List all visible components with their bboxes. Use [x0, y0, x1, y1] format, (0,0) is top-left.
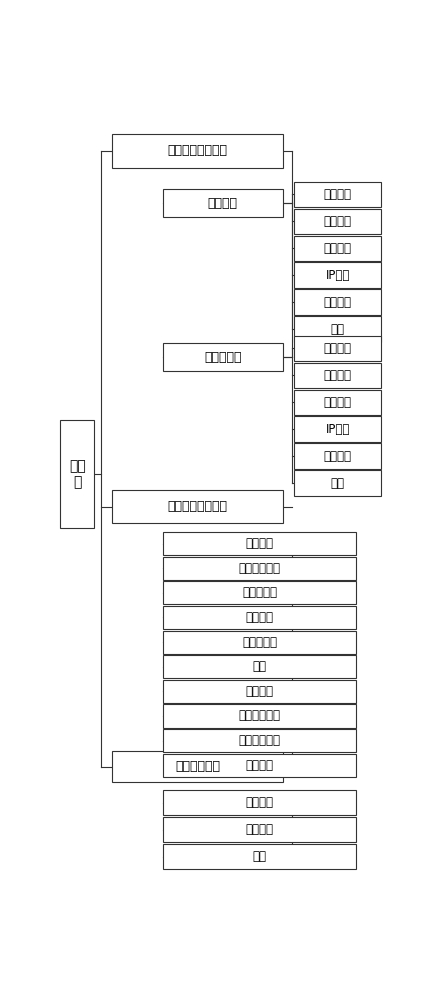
- Text: 数据终端组网参数: 数据终端组网参数: [168, 144, 227, 157]
- Text: 单位: 单位: [252, 660, 266, 673]
- Bar: [163, 729, 356, 752]
- Text: 现场设备号: 现场设备号: [242, 586, 277, 599]
- Text: 其它: 其它: [331, 323, 345, 336]
- Text: 数据终端采集节点: 数据终端采集节点: [168, 500, 227, 513]
- Text: IP地址: IP地址: [326, 423, 350, 436]
- Bar: [294, 262, 381, 288]
- Bar: [163, 754, 356, 777]
- Text: 节点编号: 节点编号: [246, 537, 274, 550]
- Bar: [294, 443, 381, 469]
- Bar: [163, 343, 283, 371]
- Text: 实时数据序列: 实时数据序列: [175, 760, 220, 773]
- Bar: [294, 182, 381, 207]
- Text: 终端类型: 终端类型: [324, 242, 352, 255]
- Bar: [163, 817, 356, 842]
- Text: 监控位置: 监控位置: [246, 611, 274, 624]
- Text: 物理量描述: 物理量描述: [242, 636, 277, 649]
- Text: 网管协议: 网管协议: [324, 296, 352, 309]
- Bar: [294, 289, 381, 315]
- Bar: [163, 606, 356, 629]
- Bar: [112, 751, 283, 782]
- Bar: [163, 189, 283, 217]
- Bar: [112, 490, 283, 523]
- Text: 所属终端编号: 所属终端编号: [239, 562, 281, 575]
- Text: 数据
页: 数据 页: [69, 459, 86, 489]
- Bar: [163, 680, 356, 703]
- Text: 网管协议: 网管协议: [324, 450, 352, 463]
- Text: 终端名称: 终端名称: [324, 369, 352, 382]
- Text: 终端名称: 终端名称: [324, 215, 352, 228]
- Text: 其它: 其它: [331, 477, 345, 490]
- Bar: [294, 389, 381, 415]
- Text: 数据类型: 数据类型: [246, 685, 274, 698]
- Bar: [163, 557, 356, 580]
- Bar: [163, 631, 356, 654]
- Bar: [294, 336, 381, 361]
- Text: 源端参数: 源端参数: [208, 197, 238, 210]
- Bar: [163, 581, 356, 604]
- Bar: [294, 316, 381, 342]
- Text: 其它属性: 其它属性: [246, 759, 274, 772]
- Bar: [294, 235, 381, 261]
- Text: 现场采集协议: 现场采集协议: [239, 709, 281, 722]
- Text: 节点编号: 节点编号: [246, 796, 274, 809]
- Bar: [60, 420, 94, 528]
- Bar: [163, 655, 356, 678]
- Bar: [163, 844, 356, 869]
- Text: 采集时间: 采集时间: [246, 823, 274, 836]
- Bar: [163, 704, 356, 728]
- Text: 目的端参数: 目的端参数: [204, 351, 242, 364]
- Text: 终端类型: 终端类型: [324, 396, 352, 409]
- Text: 终端编号: 终端编号: [324, 342, 352, 355]
- Bar: [294, 363, 381, 388]
- Bar: [163, 532, 356, 555]
- Text: 数值: 数值: [252, 850, 266, 863]
- Bar: [163, 790, 356, 815]
- Text: IP地址: IP地址: [326, 269, 350, 282]
- Bar: [112, 134, 283, 168]
- Text: 数据刷新周期: 数据刷新周期: [239, 734, 281, 747]
- Bar: [294, 470, 381, 496]
- Text: 终端编号: 终端编号: [324, 188, 352, 201]
- Bar: [294, 416, 381, 442]
- Bar: [294, 209, 381, 234]
